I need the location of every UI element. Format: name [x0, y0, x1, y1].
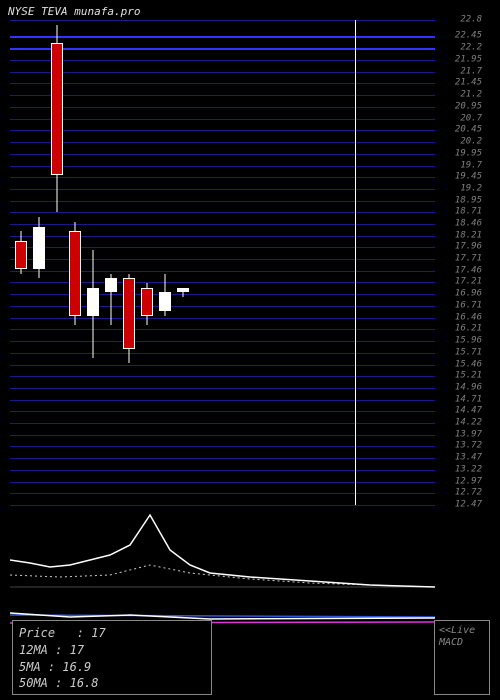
- candle: [141, 20, 153, 505]
- candle-body: [105, 278, 117, 292]
- ma5-value: 16.9: [62, 660, 91, 674]
- price-value: 17: [91, 626, 105, 640]
- y-label: 14.47: [455, 407, 482, 416]
- y-label: 21.45: [455, 79, 482, 88]
- candlesticks: [10, 20, 435, 505]
- y-label: 13.47: [455, 454, 482, 463]
- cursor-vline: [355, 20, 356, 505]
- y-label: 22.45: [455, 32, 482, 41]
- y-label: 17.71: [455, 254, 482, 263]
- y-label: 14.22: [455, 418, 482, 427]
- y-label: 22.8: [460, 16, 482, 25]
- candle: [87, 20, 99, 505]
- y-label: 20.2: [460, 138, 482, 147]
- y-label: 16.21: [455, 325, 482, 334]
- y-label: 16.46: [455, 313, 482, 322]
- macd-live-label: <<Live: [439, 625, 485, 637]
- chart-title: NYSE TEVA munafa.pro: [8, 5, 140, 18]
- price-row: Price : 17: [19, 625, 205, 642]
- candle: [69, 20, 81, 505]
- candle-body: [177, 288, 189, 293]
- macd-solid: [10, 515, 435, 587]
- y-label: 12.47: [455, 501, 482, 510]
- y-label: 19.95: [455, 149, 482, 158]
- candle-body: [51, 43, 63, 174]
- y-axis-labels: 22.822.4522.221.9521.721.4521.220.9520.7…: [437, 20, 482, 505]
- y-label: 21.95: [455, 55, 482, 64]
- price-label: Price: [19, 626, 55, 640]
- y-label: 20.95: [455, 102, 482, 111]
- y-label: 18.46: [455, 219, 482, 228]
- candle-body: [123, 278, 135, 348]
- info-box: Price : 17 12MA : 17 5MA : 16.9 50MA : 1…: [12, 620, 212, 695]
- macd-label-box: <<Live MACD: [434, 620, 490, 695]
- y-label: 13.22: [455, 465, 482, 474]
- price-chart: [10, 20, 435, 505]
- y-label: 15.71: [455, 348, 482, 357]
- y-label: 22.2: [460, 44, 482, 53]
- candle-body: [33, 227, 45, 269]
- y-label: 15.21: [455, 372, 482, 381]
- y-label: 19.2: [460, 185, 482, 194]
- ma5-label: 5MA: [19, 660, 41, 674]
- chart-container: NYSE TEVA munafa.pro 22.8 22.45 22.2 21.95 2…: [0, 0, 500, 700]
- y-label: 16.96: [455, 290, 482, 299]
- macd-name-label: MACD: [439, 637, 485, 649]
- y-label: 17.96: [455, 243, 482, 252]
- macd-dash: [10, 565, 435, 587]
- ma50-label: 50MA: [19, 676, 48, 690]
- candle-body: [15, 241, 27, 269]
- y-label: 15.46: [455, 360, 482, 369]
- y-label: 21.2: [460, 91, 482, 100]
- y-label: 12.97: [455, 477, 482, 486]
- y-label: 14.96: [455, 384, 482, 393]
- macd-panel: [10, 505, 435, 605]
- ma50-value: 16.8: [70, 676, 99, 690]
- y-label: 20.7: [460, 114, 482, 123]
- y-label: 21.7: [460, 67, 482, 76]
- y-label: 13.72: [455, 442, 482, 451]
- y-label: 18.95: [455, 196, 482, 205]
- ma12-label: 12MA: [19, 643, 48, 657]
- y-label: 13.97: [455, 430, 482, 439]
- y-label: 15.96: [455, 337, 482, 346]
- y-label: 19.7: [460, 161, 482, 170]
- y-label: 20.45: [455, 126, 482, 135]
- ma12-value: 17: [70, 643, 84, 657]
- y-label: 16.71: [455, 301, 482, 310]
- ma5-row: 5MA : 16.9: [19, 659, 205, 676]
- y-label: 18.71: [455, 208, 482, 217]
- candle-body: [69, 231, 81, 316]
- candle: [159, 20, 171, 505]
- y-label: 12.72: [455, 489, 482, 498]
- y-label: 17.21: [455, 278, 482, 287]
- y-label: 19.45: [455, 173, 482, 182]
- candle: [51, 20, 63, 505]
- candle: [123, 20, 135, 505]
- ma12-row: 12MA : 17: [19, 642, 205, 659]
- y-label: 18.21: [455, 231, 482, 240]
- candle: [15, 20, 27, 505]
- macd-lines: [10, 505, 435, 605]
- y-label: 17.46: [455, 266, 482, 275]
- candle: [33, 20, 45, 505]
- candle: [105, 20, 117, 505]
- candle-body: [159, 292, 171, 311]
- candle-body: [87, 288, 99, 316]
- candle: [177, 20, 189, 505]
- y-label: 14.71: [455, 395, 482, 404]
- candle-body: [141, 288, 153, 316]
- ma50-row: 50MA : 16.8: [19, 675, 205, 692]
